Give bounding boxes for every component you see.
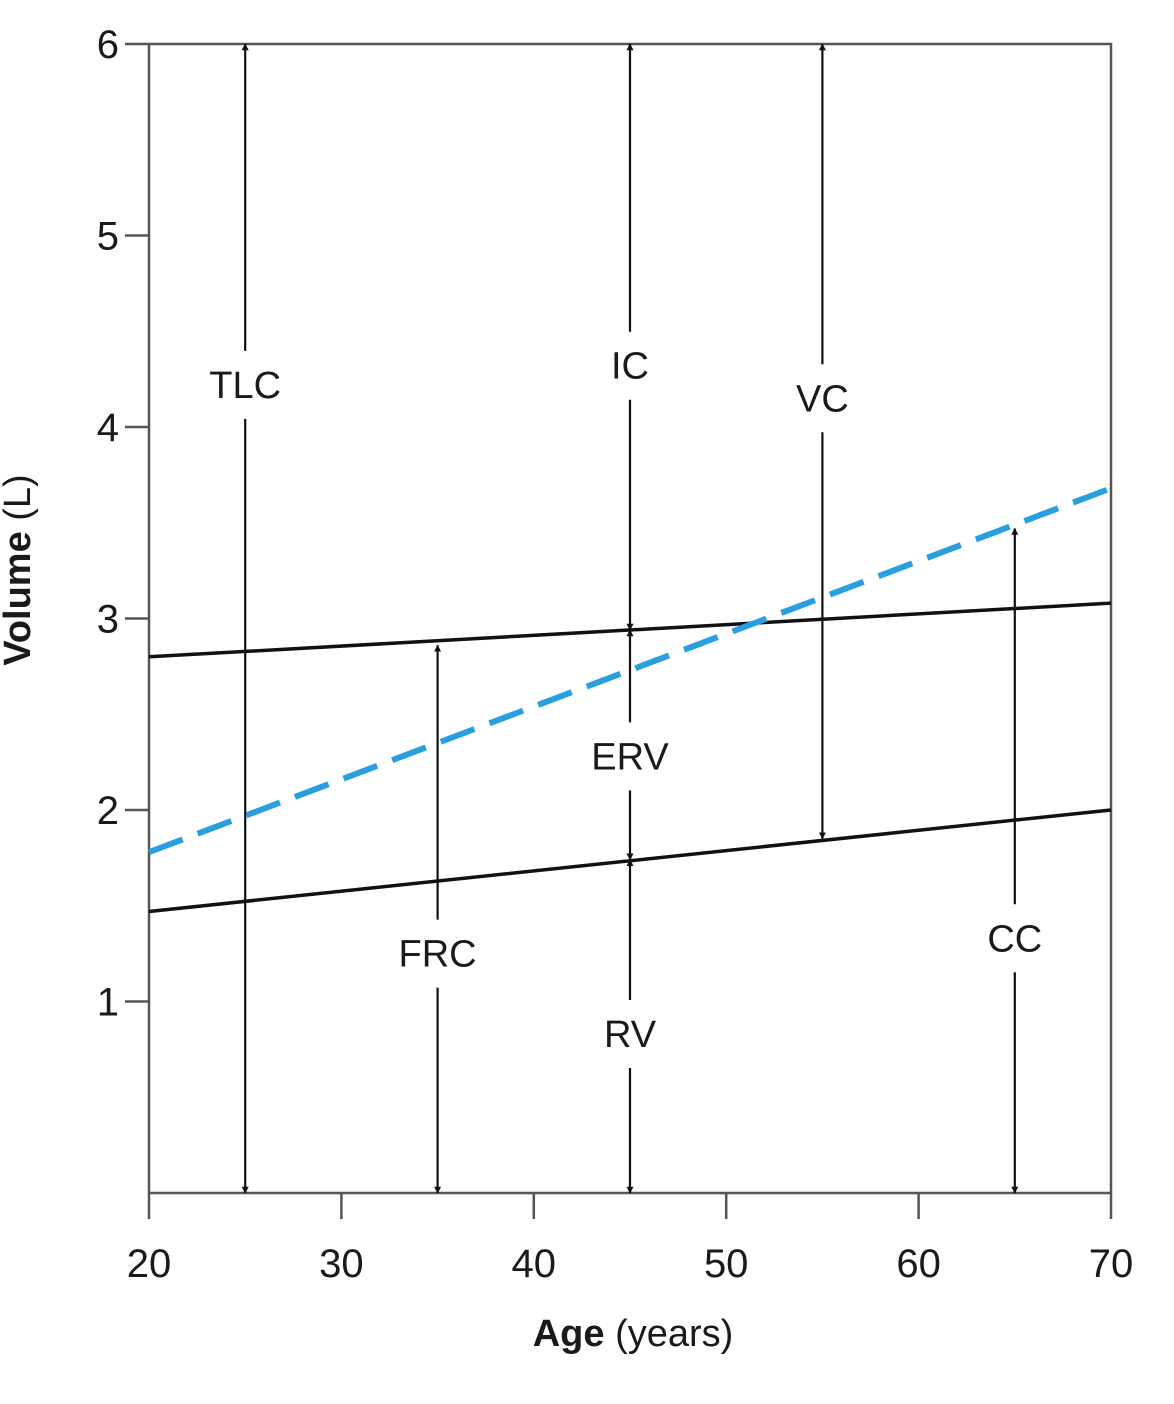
x-axis-ticks: 20 30 40 50 60 70	[127, 1193, 1134, 1286]
annotation-vc: VC	[796, 43, 849, 840]
x-tick-label: 60	[896, 1242, 941, 1286]
annotation-erv: ERV	[591, 629, 669, 861]
y-axis-title-unit: (L)	[0, 474, 39, 520]
y-axis-title: Volume (L)	[0, 474, 39, 665]
x-tick-label: 20	[127, 1242, 172, 1286]
y-tick-label: 6	[97, 23, 119, 67]
x-tick-label: 40	[512, 1242, 557, 1286]
label-erv: ERV	[591, 736, 669, 778]
label-tlc: TLC	[209, 365, 281, 407]
y-tick-label: 1	[97, 981, 119, 1025]
annotations: TLC IC VC FRC ERV RV CC	[209, 43, 1042, 1194]
x-axis-title-main: Age	[533, 1313, 605, 1355]
label-frc: FRC	[399, 934, 477, 976]
label-ic: IC	[611, 346, 649, 388]
annotation-frc: FRC	[399, 644, 477, 1194]
y-axis-title-main: Volume	[0, 531, 39, 665]
label-cc: CC	[987, 918, 1042, 960]
annotation-cc: CC	[987, 527, 1042, 1194]
data-lines	[147, 483, 1119, 914]
y-axis-ticks: 1 2 3 4 5 6	[97, 23, 149, 1025]
y-tick-label: 4	[97, 406, 119, 450]
x-tick-label: 30	[319, 1242, 364, 1286]
x-axis-title-unit: (years)	[615, 1313, 733, 1355]
y-tick-label: 5	[97, 215, 119, 259]
x-tick-label: 50	[704, 1242, 749, 1286]
annotation-rv: RV	[604, 859, 657, 1194]
series-line-3	[147, 483, 1119, 855]
annotation-tlc: TLC	[209, 43, 281, 1194]
x-tick-label: 70	[1089, 1242, 1134, 1286]
y-tick-label: 3	[97, 598, 119, 642]
annotation-ic: IC	[611, 43, 649, 631]
x-axis-title: Age (years)	[533, 1313, 734, 1355]
label-vc: VC	[796, 378, 849, 420]
label-rv: RV	[604, 1014, 657, 1056]
y-tick-label: 2	[97, 789, 119, 833]
